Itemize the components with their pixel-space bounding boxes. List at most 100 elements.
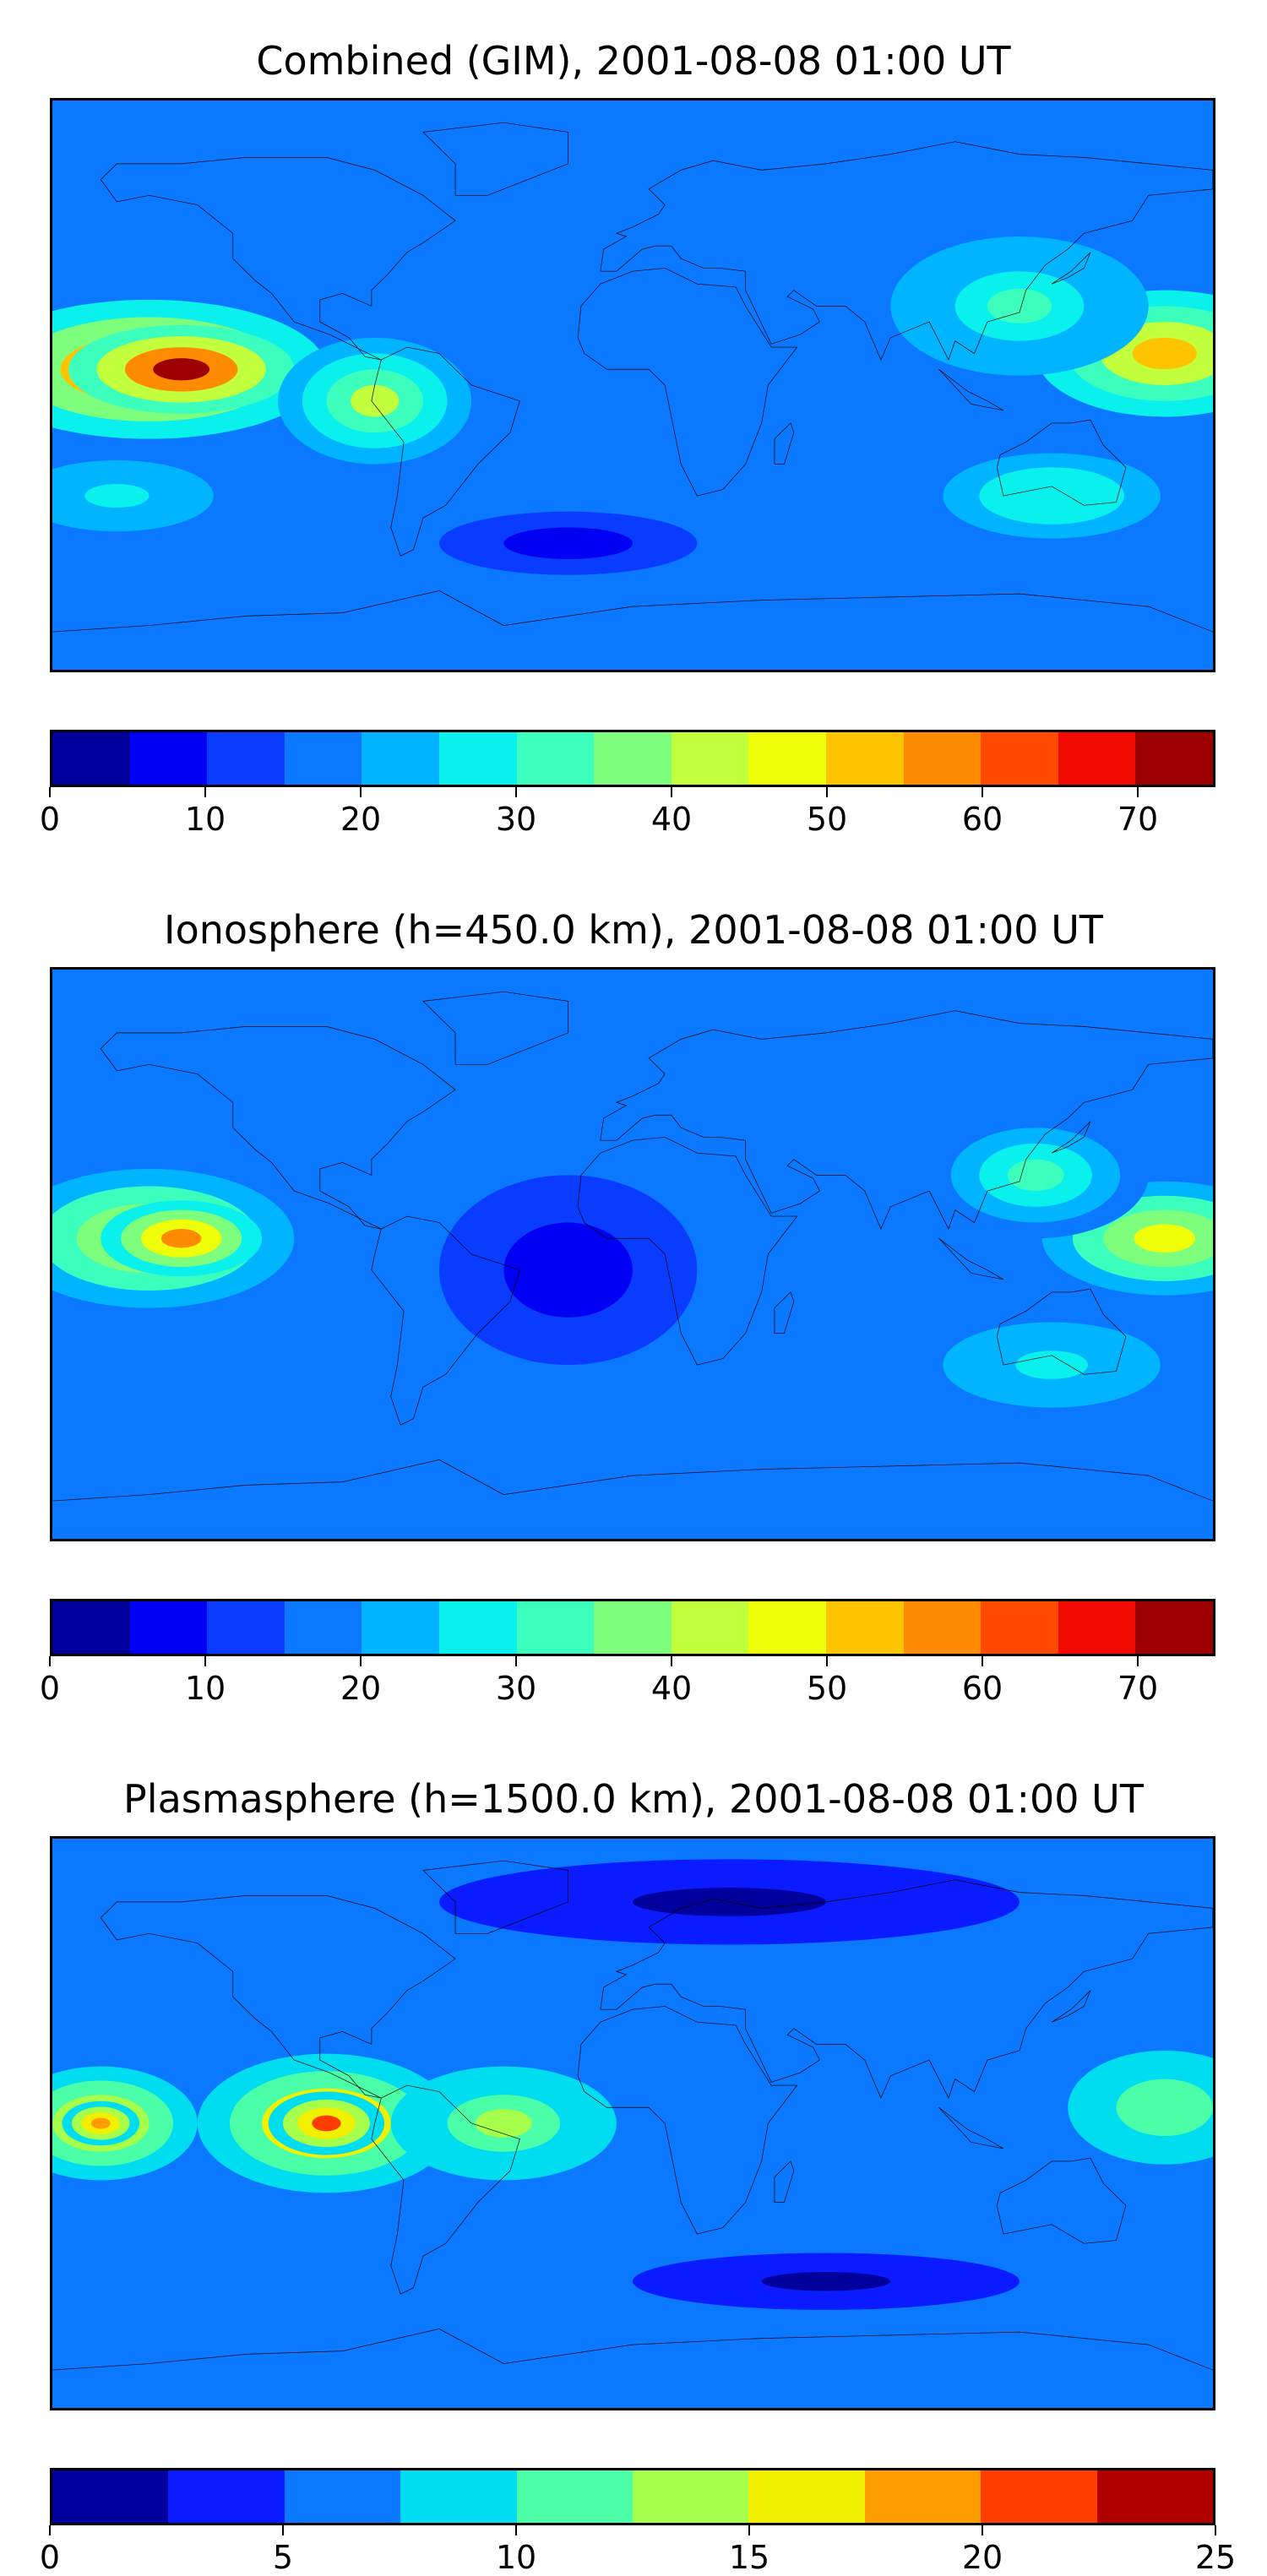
colorbar-segment-plasmasphere-0 [52, 2470, 169, 2523]
map-combined [50, 98, 1215, 672]
colorbar-segment-combined-3 [284, 732, 362, 785]
coastline-plasmasphere-6 [52, 2329, 1213, 2370]
colorbar-segment-combined-12 [981, 732, 1058, 785]
colorbar-segment-combined-4 [362, 732, 439, 785]
coastline-combined-7 [1052, 253, 1090, 284]
colorbar-segment-ionosphere-13 [1058, 1601, 1136, 1654]
colorbar-tick-label-combined-5: 50 [806, 801, 848, 838]
colorbar-tick-label-ionosphere-4: 40 [650, 1670, 693, 1707]
colorbar-tick-label-ionosphere-3: 30 [495, 1670, 537, 1707]
colorbar-tick-plasmasphere-3 [748, 2525, 750, 2535]
colorbar-tick-label-ionosphere-1: 10 [184, 1670, 226, 1707]
coastline-plasmasphere-1 [423, 1861, 568, 1933]
colorbar-segment-plasmasphere-8 [981, 2470, 1097, 2523]
colorbar-combined [50, 730, 1215, 787]
colorbar-segment-plasmasphere-3 [400, 2470, 517, 2523]
coastline-combined-6 [52, 590, 1213, 632]
coastline-combined-9 [775, 423, 794, 465]
coastline-ionosphere-9 [775, 1292, 794, 1334]
colorbar-segment-ionosphere-2 [207, 1601, 285, 1654]
colorbar-tick-plasmasphere-2 [515, 2525, 517, 2535]
colorbar-segment-ionosphere-4 [362, 1601, 439, 1654]
colorbar-segment-combined-14 [1135, 732, 1213, 785]
contour-blob-combined-7-3 [536, 535, 601, 552]
coastline-combined-3 [578, 268, 797, 496]
contour-blob-ionosphere-4-3 [1015, 1350, 1089, 1379]
colorbar-tick-combined-3 [515, 787, 517, 797]
contour-blob-combined-1-3 [153, 358, 210, 381]
colorbar-plasmasphere [50, 2468, 1215, 2525]
colorbar-segment-ionosphere-9 [748, 1601, 826, 1654]
coastline-plasmasphere-2 [372, 2085, 520, 2294]
colorbar-tick-combined-6 [982, 787, 983, 797]
coastline-plasmasphere-3 [578, 2006, 797, 2234]
colorbar-segment-combined-9 [748, 732, 826, 785]
contour-blob-plasmasphere-3-3 [90, 2117, 111, 2129]
coastline-plasmasphere-5 [997, 2158, 1126, 2243]
coastline-plasmasphere-8 [939, 2107, 1003, 2149]
colorbar-segment-ionosphere-0 [52, 1601, 130, 1654]
colorbar-tick-label-combined-3: 30 [495, 801, 537, 838]
contour-blob-combined-5-3 [1015, 481, 1089, 510]
colorbar-tick-label-combined-6: 60 [961, 801, 1003, 838]
colorbar-tick-plasmasphere-1 [282, 2525, 284, 2535]
coastline-combined-1 [423, 122, 568, 195]
colorbar-segment-plasmasphere-6 [748, 2470, 865, 2523]
colorbar-tick-ionosphere-7 [1137, 1656, 1139, 1666]
contour-blob-combined-4-3 [987, 288, 1052, 323]
coastline-ionosphere-3 [578, 1137, 797, 1365]
colorbar-tick-label-combined-1: 10 [184, 801, 226, 838]
colorbar-segment-combined-13 [1058, 732, 1136, 785]
colorbar-segment-ionosphere-8 [671, 1601, 749, 1654]
map-canvas-plasmasphere [52, 1839, 1213, 2408]
contour-blob-ionosphere-2-3 [1134, 1224, 1196, 1253]
colorbar-ticks-ionosphere: 0 10 20 30 40 50 60 70 [40, 1656, 1215, 1707]
coastline-ionosphere-2 [372, 1216, 520, 1425]
colorbar-tick-ionosphere-5 [826, 1656, 828, 1666]
colorbar-segment-combined-0 [52, 732, 130, 785]
coastline-ionosphere-7 [1052, 1122, 1090, 1153]
coastline-combined-2 [372, 347, 520, 556]
colorbar-tick-label-combined-2: 20 [340, 801, 382, 838]
colorbar-segment-ionosphere-1 [129, 1601, 208, 1654]
colorbar-tick-ionosphere-3 [515, 1656, 517, 1666]
coastline-ionosphere-8 [939, 1238, 1003, 1280]
coastline-plasmasphere-7 [1052, 1991, 1090, 2022]
colorbar-segment-ionosphere-10 [825, 1601, 904, 1654]
colorbar-segment-combined-5 [438, 732, 517, 785]
colorbar-segment-plasmasphere-9 [1096, 2470, 1213, 2523]
coastline-plasmasphere-9 [775, 2161, 794, 2203]
colorbar-tick-combined-1 [204, 787, 206, 797]
panel-title-plasmasphere: Plasmasphere (h=1500.0 km), 2001-08-08 0… [123, 1776, 1144, 1822]
colorbar-tick-label-combined-7: 70 [1117, 801, 1159, 838]
colorbar-segment-ionosphere-3 [284, 1601, 362, 1654]
colorbar-tick-label-plasmasphere-5: 25 [1194, 2539, 1237, 2576]
colorbar-tick-plasmasphere-0 [49, 2525, 51, 2535]
colorbar-tick-label-combined-4: 40 [650, 801, 693, 838]
colorbar-segment-ionosphere-7 [594, 1601, 672, 1654]
coastline-ionosphere-0 [101, 1026, 455, 1229]
colorbar-tick-plasmasphere-5 [1215, 2525, 1216, 2535]
colorbar-segment-plasmasphere-5 [633, 2470, 749, 2523]
colorbar-tick-label-ionosphere-6: 60 [961, 1670, 1003, 1707]
coastline-ionosphere-1 [423, 992, 568, 1064]
map-plasmasphere [50, 1836, 1215, 2410]
contour-blob-plasmasphere-4-3 [475, 2109, 532, 2138]
colorbar-segment-ionosphere-12 [981, 1601, 1058, 1654]
colorbar-tick-ionosphere-1 [204, 1656, 206, 1666]
colorbar-segment-ionosphere-6 [516, 1601, 595, 1654]
colorbar-tick-ionosphere-4 [671, 1656, 672, 1666]
coastline-combined-8 [939, 369, 1003, 410]
colorbar-tick-label-plasmasphere-1: 5 [272, 2539, 294, 2576]
colorbar-tick-combined-7 [1137, 787, 1139, 797]
colorbar-segment-combined-10 [825, 732, 904, 785]
coastline-ionosphere-5 [997, 1289, 1126, 1374]
contour-blob-ionosphere-5-3 [536, 1246, 601, 1294]
contour-blob-ionosphere-1-3 [160, 1229, 202, 1248]
colorbar-segment-plasmasphere-7 [864, 2470, 982, 2523]
colorbar-segment-combined-8 [671, 732, 749, 785]
contour-blob-plasmasphere-1-3 [312, 2115, 341, 2132]
panel-title-combined: Combined (GIM), 2001-08-08 01:00 UT [256, 38, 1011, 84]
contour-blob-combined-6-3 [84, 484, 150, 508]
colorbar-tick-combined-0 [49, 787, 51, 797]
